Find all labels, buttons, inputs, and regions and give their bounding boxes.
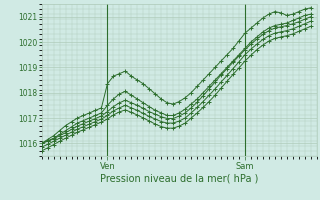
X-axis label: Pression niveau de la mer( hPa ): Pression niveau de la mer( hPa ) xyxy=(100,173,258,183)
